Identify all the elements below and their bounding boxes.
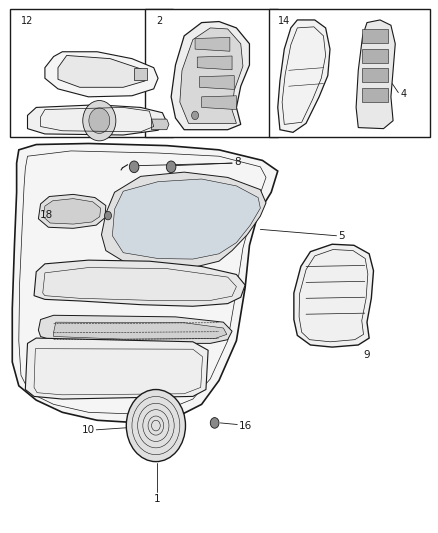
Polygon shape — [34, 260, 245, 306]
Polygon shape — [25, 338, 208, 399]
Polygon shape — [134, 68, 147, 80]
Polygon shape — [195, 37, 230, 51]
Polygon shape — [356, 20, 395, 128]
Text: 10: 10 — [82, 425, 95, 435]
Polygon shape — [199, 76, 234, 90]
Polygon shape — [362, 29, 388, 43]
Circle shape — [191, 111, 198, 119]
Text: 16: 16 — [239, 421, 252, 431]
Circle shape — [89, 108, 110, 133]
Text: 8: 8 — [234, 157, 241, 167]
Polygon shape — [113, 179, 260, 259]
Circle shape — [126, 390, 185, 462]
Polygon shape — [39, 316, 232, 343]
Polygon shape — [362, 49, 388, 63]
Polygon shape — [12, 143, 278, 423]
Polygon shape — [362, 68, 388, 82]
Text: 14: 14 — [278, 16, 290, 26]
Polygon shape — [28, 105, 167, 135]
Polygon shape — [45, 52, 158, 97]
Circle shape — [129, 161, 139, 173]
Text: 2: 2 — [156, 16, 162, 26]
Polygon shape — [201, 96, 237, 110]
Text: 12: 12 — [21, 16, 33, 26]
Polygon shape — [278, 20, 330, 132]
Text: 1: 1 — [154, 494, 160, 504]
Polygon shape — [102, 172, 266, 268]
Polygon shape — [39, 195, 106, 228]
Circle shape — [105, 212, 112, 220]
Polygon shape — [362, 88, 388, 102]
Circle shape — [83, 101, 116, 141]
Polygon shape — [294, 244, 374, 347]
Polygon shape — [58, 55, 145, 87]
Polygon shape — [152, 119, 169, 130]
Polygon shape — [10, 10, 173, 136]
Text: 4: 4 — [400, 88, 406, 99]
Polygon shape — [53, 322, 227, 339]
Circle shape — [166, 161, 176, 173]
Polygon shape — [171, 21, 250, 130]
Text: 9: 9 — [364, 350, 370, 360]
Circle shape — [210, 418, 219, 428]
Text: 5: 5 — [339, 231, 345, 241]
Polygon shape — [197, 56, 232, 70]
Polygon shape — [269, 10, 430, 136]
Text: 18: 18 — [39, 209, 53, 220]
Polygon shape — [145, 10, 278, 136]
Polygon shape — [180, 28, 243, 123]
Polygon shape — [43, 199, 101, 224]
